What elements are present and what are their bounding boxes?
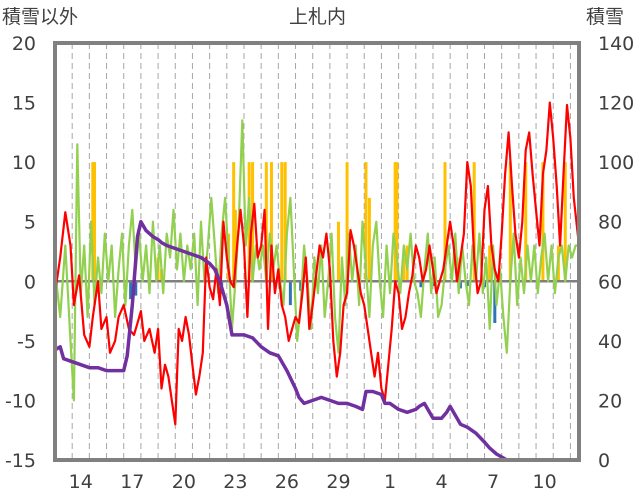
orange-bar [345, 162, 349, 282]
right-tick-label: 20 [598, 390, 622, 412]
orange-bar [393, 162, 397, 282]
left-tick-label: -15 [5, 450, 36, 472]
orange-bar [443, 162, 447, 282]
orange-bar [472, 162, 476, 282]
orange-bar [563, 162, 567, 282]
x-tick-label: 1 [384, 471, 396, 493]
right-tick-label: 100 [598, 152, 634, 174]
x-tick-label: 7 [487, 471, 499, 493]
plot-frame [53, 41, 581, 462]
orange-bar [402, 257, 406, 282]
left-axis-title: 積雪以外 [2, 6, 79, 28]
blue-bar [288, 281, 292, 306]
blue-bar [134, 281, 138, 296]
left-tick-label: 20 [12, 33, 36, 55]
right-tick-label: 120 [598, 93, 634, 115]
right-axis-title: 積雪 [586, 6, 625, 28]
right-tick-label: 40 [598, 331, 622, 353]
right-tick-label: 80 [598, 212, 622, 234]
x-tick-label: 23 [223, 471, 247, 493]
blue-bar [419, 281, 423, 288]
blue-bar [129, 281, 133, 300]
left-tick-label: 5 [24, 212, 36, 234]
orange-bar [364, 162, 368, 282]
orange-bar [93, 162, 97, 282]
orange-bar [280, 162, 284, 282]
left-tick-label: 10 [12, 152, 36, 174]
orange-bar [508, 162, 512, 282]
blue-bar [299, 281, 303, 291]
blue-bar [493, 281, 497, 323]
orange-bar [336, 221, 340, 282]
x-tick-label: 20 [172, 471, 196, 493]
orange-bar [91, 162, 95, 282]
left-tick-label: 0 [24, 271, 36, 293]
x-tick-label: 17 [120, 471, 144, 493]
x-tick-label: 10 [533, 471, 557, 493]
orange-bar [232, 162, 236, 282]
x-tick-label: 26 [275, 471, 299, 493]
orange-bar [488, 245, 492, 282]
orange-bar [395, 162, 399, 282]
orange-bar [264, 162, 268, 282]
purple-series-line [54, 219, 579, 462]
right-tick-label: 140 [598, 33, 634, 55]
x-tick-label: 29 [326, 471, 350, 493]
right-tick-label: 60 [598, 271, 622, 293]
orange-bar [524, 162, 528, 282]
orange-bar [367, 197, 371, 282]
orange-bar [269, 162, 273, 282]
blue-bar [458, 281, 462, 289]
left-tick-label: 15 [12, 93, 36, 115]
series-layer [53, 101, 581, 462]
chart-title: 上札内 [289, 6, 347, 28]
left-tick-label: -10 [5, 390, 36, 412]
x-tick-label: 4 [436, 471, 448, 493]
x-tick-label: 14 [69, 471, 93, 493]
orange-bar [541, 162, 545, 282]
blue-bar [465, 281, 469, 287]
orange-bar [233, 209, 237, 282]
orange-bar [283, 162, 287, 282]
red-series-line [53, 101, 581, 426]
right-tick-label: 0 [598, 450, 610, 472]
left-tick-label: -5 [17, 331, 36, 353]
